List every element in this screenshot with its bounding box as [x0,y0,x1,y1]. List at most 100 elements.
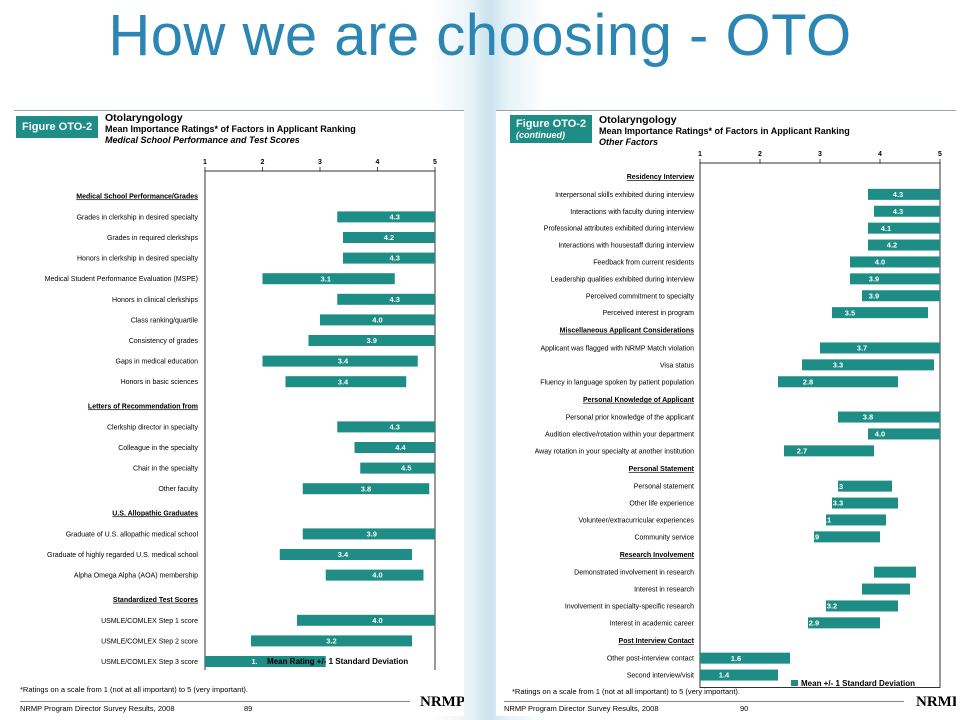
mean-value-label: 3.4 [338,550,349,559]
legend-label: Mean Rating +/- 1 Standard Deviation [267,657,408,666]
footer-rule [20,701,410,702]
figure-title-main: Mean Importance Ratings* of Factors in A… [105,124,356,134]
range-bar [862,583,910,595]
range-bar [700,669,778,681]
range-bar [279,549,412,560]
category-label: Other faculty [158,486,198,493]
mean-value-label: 3.4 [338,377,349,386]
mean-value-label: 1.6 [731,654,741,663]
x-tick-label: 1 [203,159,207,166]
category-label: Demonstrated involvement in research [574,570,694,577]
range-bar [868,239,940,251]
chart-right: 1 2 3 4 5 Residency Interview Interpersonal sk… [535,151,942,688]
range-bar [337,421,435,433]
category-label: Gaps in medical education [116,359,199,366]
range-bar [251,635,412,647]
category-label: Colleague in the specialty [118,445,198,452]
group-heading: Medical School Performance/Grades [76,193,198,200]
mean-value-label: 4.3 [893,207,903,216]
mean-value-label: 4.2 [384,233,394,242]
footer-page-number: 90 [740,704,749,713]
mean-value-label: 1.9 [252,657,262,666]
mean-value-label: 1.4 [719,671,730,680]
range-bar [320,314,435,326]
range-bar [874,566,916,578]
mean-value-label: 3.3 [833,360,843,369]
mean-value-label: 3.2 [326,637,336,646]
category-label: Perceived commitment to specialty [586,293,695,300]
mean-value-label: 4.0 [372,316,382,325]
category-label: Interactions with faculty during intervi… [570,209,695,216]
category-label: Visa status [660,362,695,369]
mean-value-label: 4.0 [372,616,382,625]
category-label: Interpersonal skills exhibited during in… [555,192,695,199]
category-label: Medical Student Performance Evaluation (… [45,276,198,283]
mean-value-label: 3.8 [863,413,873,422]
left-figure-panel: Figure OTO-2 Otolaryngology Mean Importa… [14,110,464,716]
mean-value-label: 4.3 [390,254,400,263]
range-bar [700,652,790,664]
range-bar [802,359,934,371]
category-label: Class ranking/quartile [131,317,198,324]
nrmp-logo: NRMP [420,694,464,710]
mean-value-label: 2.8 [803,377,813,386]
range-bar [868,222,940,234]
mean-value-label: 3.1 [821,516,831,525]
legend-swatch [257,658,264,664]
range-bar [820,342,940,354]
category-label: Volunteer/extracurricular experiences [578,517,694,524]
mean-value-label: 3.4 [338,357,349,366]
group-heading: Residency Interview [627,174,695,181]
category-label: Personal prior knowledge of the applican… [566,415,694,422]
figure-label-badge: Figure OTO-2 [16,116,99,138]
category-label: Applicant was flagged with NRMP Match vi… [540,345,694,352]
mean-value-label: 4.5 [401,464,411,473]
range-bar [868,188,940,200]
mean-value-label: 3.3 [833,499,843,508]
category-label: Honors in basic sciences [121,379,199,386]
category-label: Graduate of U.S. allopathic medical scho… [66,531,199,538]
category-label: Graduate of highly regarded U.S. medical… [47,552,198,559]
mean-value-label: 3.7 [857,344,867,353]
category-label: Other life experience [629,501,694,508]
figure-title-sub: Other Factors [599,137,659,147]
range-bar [808,617,880,629]
category-label: Grades in clerkship in desired specialty [77,214,199,221]
range-bar [838,480,892,492]
mean-value-label: 2.9 [809,532,819,541]
range-bar [354,442,435,453]
category-label: Interest in academic career [610,620,695,627]
range-bar [826,600,898,612]
range-bar [262,355,418,367]
group-heading: U.S. Allopathic Graduates [112,510,198,517]
category-label: Clerkship director in specialty [107,424,199,431]
range-bar [784,445,874,457]
mean-value-label: 3.6 [851,585,861,594]
mean-value-label: 4.3 [893,190,903,199]
mean-value-label: 3.1 [321,274,331,283]
mean-value-label: 3.5 [845,308,855,317]
mean-value-label: 4.2 [887,241,897,250]
range-bar [814,531,880,543]
range-bar [832,497,898,509]
range-bar [343,252,435,264]
range-bar [850,256,940,268]
mean-value-label: 3.9 [367,530,377,539]
category-label: Fluency in language spoken by patient po… [540,379,694,386]
mean-value-label: 2.9 [809,618,819,627]
range-bar [302,528,435,540]
x-tick-label: 5 [938,151,942,158]
category-label: Personal statement [634,484,694,491]
figure-label: Figure OTO-2 [516,118,587,130]
figure-label: Figure OTO-2 [22,121,93,133]
category-label: Interactions with housestaff during inte… [558,243,695,250]
mean-value-label: 3.8 [361,484,371,493]
x-tick-label: 5 [433,159,437,166]
group-heading: Research Involvement [620,552,695,559]
slide-title: How we are choosing - OTO [108,3,852,68]
category-label: Professional attributes exhibited during… [544,226,695,233]
category-label: Consistency of grades [129,338,199,345]
group-heading: Personal Statement [629,466,695,473]
mean-value-label: 3.3 [833,482,843,491]
mean-value-label: 3.9 [869,274,879,283]
